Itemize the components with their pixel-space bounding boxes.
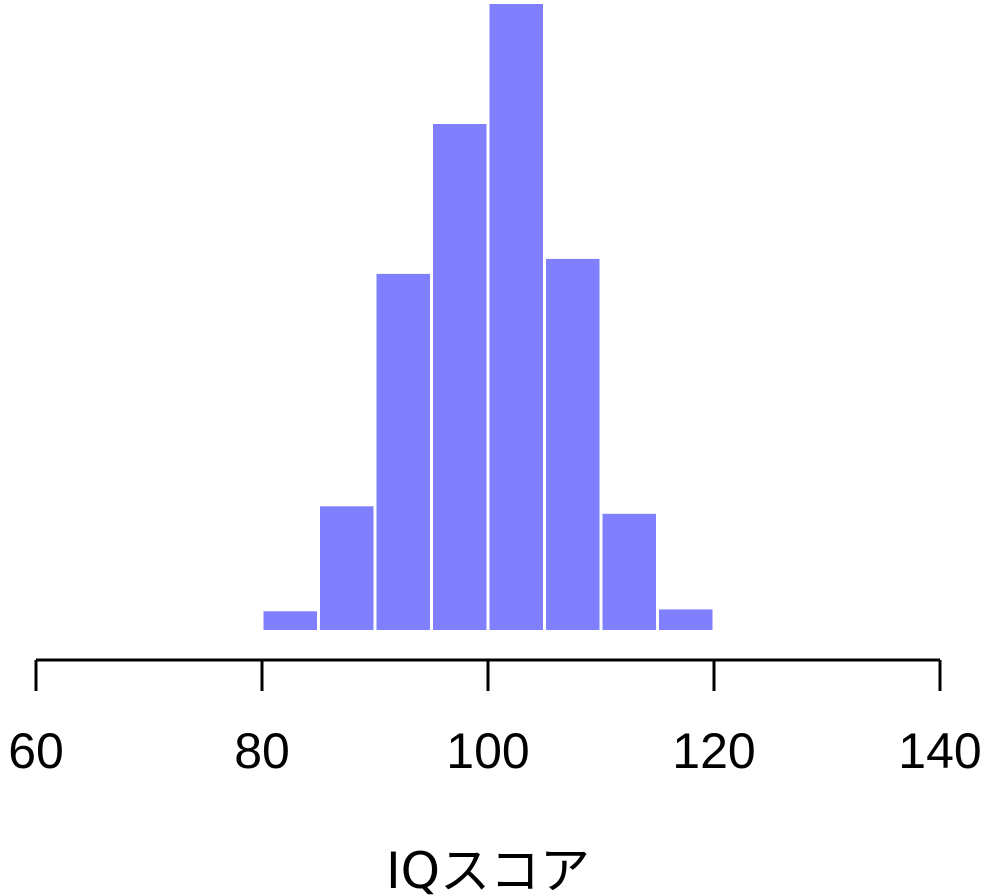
x-axis: 60 80 100 120 140: [8, 658, 982, 779]
x-tick-label-2: 100: [446, 723, 529, 779]
histogram-bar-5: [546, 258, 600, 630]
histogram-bar-6: [602, 513, 656, 630]
histogram-bar-1: [320, 506, 374, 630]
x-axis-title: IQスコア: [386, 842, 590, 896]
x-tick-label-0: 60: [8, 723, 64, 779]
x-axis-ticks: 60 80 100 120 140: [8, 660, 982, 779]
x-tick-label-3: 120: [672, 723, 755, 779]
histogram-bar-2: [376, 273, 430, 630]
histogram-bars: [263, 4, 713, 630]
histogram-bar-7: [659, 609, 713, 630]
x-tick-label-4: 140: [898, 723, 981, 779]
histogram-bar-3: [433, 124, 487, 630]
histogram-bar-4: [489, 4, 543, 630]
histogram-bar-0: [263, 611, 317, 630]
x-tick-label-1: 80: [234, 723, 290, 779]
